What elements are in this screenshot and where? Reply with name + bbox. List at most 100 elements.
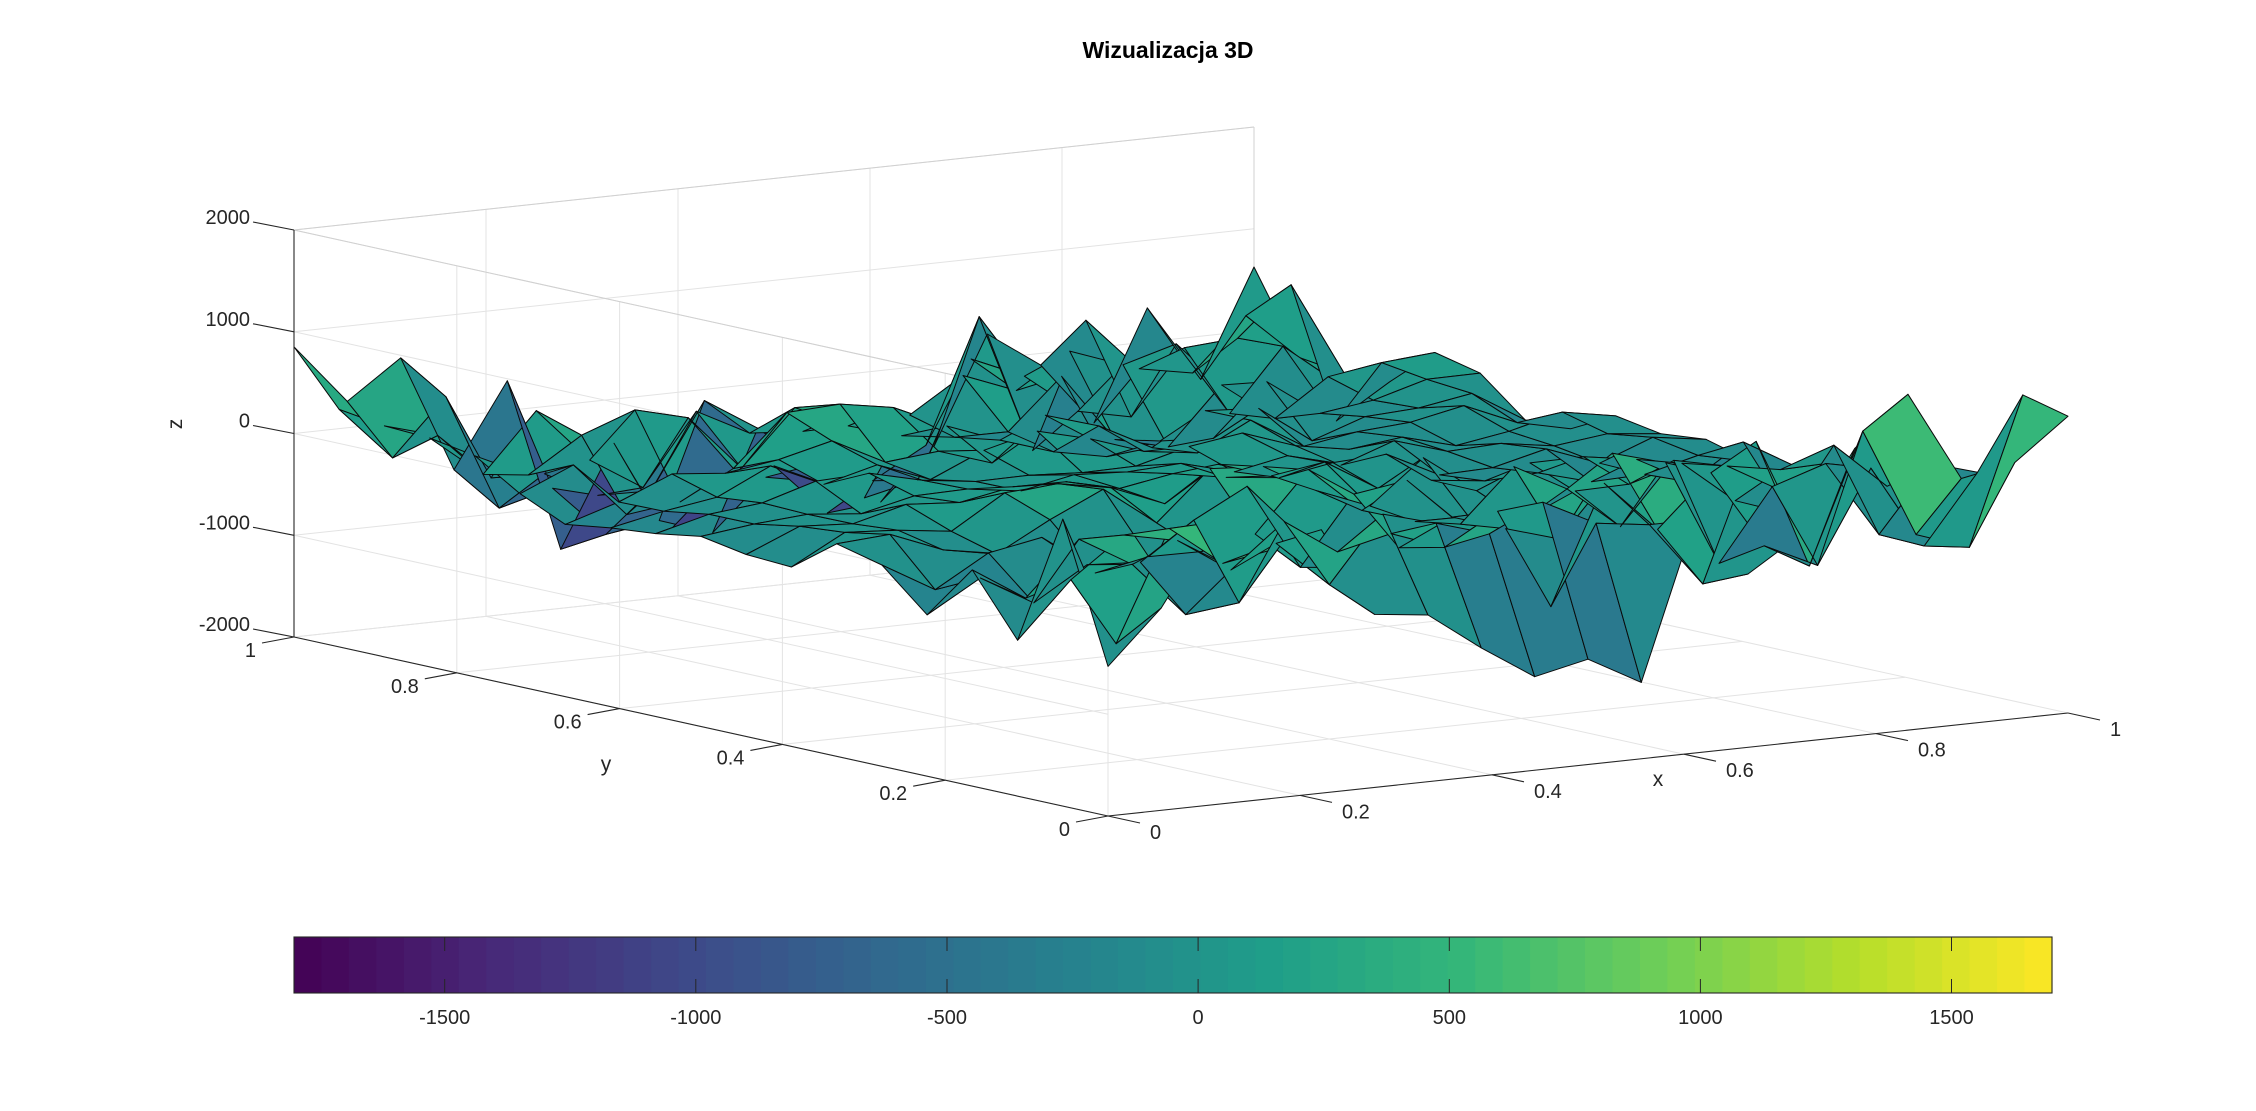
- colorbar-swatch: [1585, 937, 1614, 993]
- x-tick: [1875, 733, 1909, 742]
- y-tick: [424, 672, 457, 680]
- y-axis-label: y: [601, 753, 612, 776]
- colorbar-tick-label: 1000: [1678, 1007, 1723, 1029]
- colorbar-swatch: [1090, 937, 1119, 993]
- y-axis-line: [293, 636, 1109, 817]
- colorbar-swatch: [1200, 937, 1229, 993]
- x-tick-label: 0: [1150, 822, 1161, 844]
- colorbar-swatch: [1063, 937, 1092, 993]
- x-tick: [1491, 774, 1525, 783]
- chart-title: Wizualizacja 3D: [1082, 37, 1253, 63]
- colorbar-swatch: [706, 937, 735, 993]
- y-tick: [750, 743, 783, 751]
- colorbar-swatch: [733, 937, 762, 993]
- colorbar-swatch: [321, 937, 350, 993]
- colorbar-swatch: [1804, 937, 1833, 993]
- colorbar-swatch: [1749, 937, 1778, 993]
- colorbar-swatch: [1145, 937, 1174, 993]
- x-tick-label: 0.8: [1918, 740, 1946, 762]
- colorbar-swatch: [623, 937, 652, 993]
- y-tick: [913, 779, 946, 787]
- colorbar-swatch: [486, 937, 515, 993]
- x-axis-line: [1107, 712, 2069, 817]
- z-tick: [252, 323, 295, 333]
- y-tick: [261, 636, 295, 644]
- colorbar-tick-label: -500: [927, 1007, 967, 1029]
- colorbar-swatch: [1722, 937, 1751, 993]
- colorbar-swatch: [1997, 937, 2026, 993]
- colorbar-frame: [293, 936, 2053, 994]
- colorbar-swatch: [1337, 937, 1366, 993]
- colorbar-swatch: [788, 937, 817, 993]
- colorbar-swatch: [1887, 937, 1916, 993]
- colorbar-tick-label: 500: [1433, 1007, 1466, 1029]
- z-tick-label: 2000: [206, 207, 251, 229]
- y-tick: [1075, 815, 1109, 823]
- colorbar-swatch: [596, 937, 625, 993]
- colorbar-swatch: [1969, 937, 1998, 993]
- colorbar: -1500 -1000 -500 0 500 1000 1500: [293, 936, 2053, 1029]
- colorbar-swatch: [1035, 937, 1064, 993]
- colorbar-swatch: [1255, 937, 1284, 993]
- y-tick-label: 0.4: [717, 747, 745, 769]
- colorbar-tick-label: 0: [1193, 1007, 1204, 1029]
- colorbar-swatch: [678, 937, 707, 993]
- colorbar-swatch: [1859, 937, 1888, 993]
- z-axis-label: z: [164, 419, 187, 430]
- colorbar-tick-label: 1500: [1929, 1007, 1974, 1029]
- x-tick-label: 0.2: [1342, 801, 1370, 823]
- z-tick: [252, 221, 295, 231]
- colorbar-swatch: [980, 937, 1009, 993]
- colorbar-swatch: [458, 937, 487, 993]
- colorbar-swatch: [1942, 937, 1971, 993]
- x-tick-label: 0.4: [1534, 781, 1562, 803]
- x-tick: [2067, 712, 2101, 721]
- colorbar-swatch: [1365, 937, 1394, 993]
- z-tick: [252, 628, 295, 638]
- colorbar-swatch: [1777, 937, 1806, 993]
- y-tick-label: 0.6: [554, 712, 582, 734]
- colorbar-swatch: [1392, 937, 1421, 993]
- colorbar-swatch: [953, 937, 982, 993]
- colorbar-swatch: [1557, 937, 1586, 993]
- colorbar-swatch: [376, 937, 405, 993]
- colorbar-swatch: [925, 937, 954, 993]
- colorbar-swatch: [1420, 937, 1449, 993]
- colorbar-swatch: [513, 937, 542, 993]
- colorbar-swatch: [541, 937, 570, 993]
- surface-patch: [1968, 394, 2069, 548]
- colorbar-swatch: [1832, 937, 1861, 993]
- colorbar-tick-label: -1500: [419, 1007, 470, 1029]
- colorbar-tick-label: -1000: [670, 1007, 721, 1029]
- z-tick-label: -2000: [199, 614, 250, 636]
- y-tick-label: 1: [245, 640, 256, 662]
- y-tick-label: 0.8: [391, 676, 419, 698]
- axes-frame: 0 0.2 0.4 0.6 0.8 1 0 0.2 0.4 0.6 0.8 1 -2000 -1000 0 1…: [199, 207, 2121, 844]
- colorbar-swatch: [431, 937, 460, 993]
- colorbar-swatch: [1227, 937, 1256, 993]
- x-tick: [1683, 753, 1717, 762]
- colorbar-swatch: [1612, 937, 1641, 993]
- colorbar-swatch: [761, 937, 790, 993]
- x-axis-label: x: [1653, 768, 1664, 791]
- x-tick-label: 1: [2110, 719, 2121, 741]
- z-tick-label: 1000: [206, 309, 251, 331]
- colorbar-swatch: [1502, 937, 1531, 993]
- colorbar-swatch: [1173, 937, 1202, 993]
- colorbar-swatch: [815, 937, 844, 993]
- colorbar-swatch: [1475, 937, 1504, 993]
- y-tick-label: 0: [1059, 819, 1070, 841]
- colorbar-swatch: [1914, 937, 1943, 993]
- colorbar-swatch: [1310, 937, 1339, 993]
- colorbar-swatch: [1008, 937, 1037, 993]
- z-tick: [252, 526, 295, 536]
- colorbar-swatch: [1118, 937, 1147, 993]
- colorbar-swatch: [1530, 937, 1559, 993]
- colorbar-swatch: [403, 937, 432, 993]
- colorbar-swatch: [898, 937, 927, 993]
- colorbar-swatch: [870, 937, 899, 993]
- x-tick: [1299, 794, 1333, 803]
- colorbar-swatch: [651, 937, 680, 993]
- colorbar-swatch: [2024, 937, 2053, 993]
